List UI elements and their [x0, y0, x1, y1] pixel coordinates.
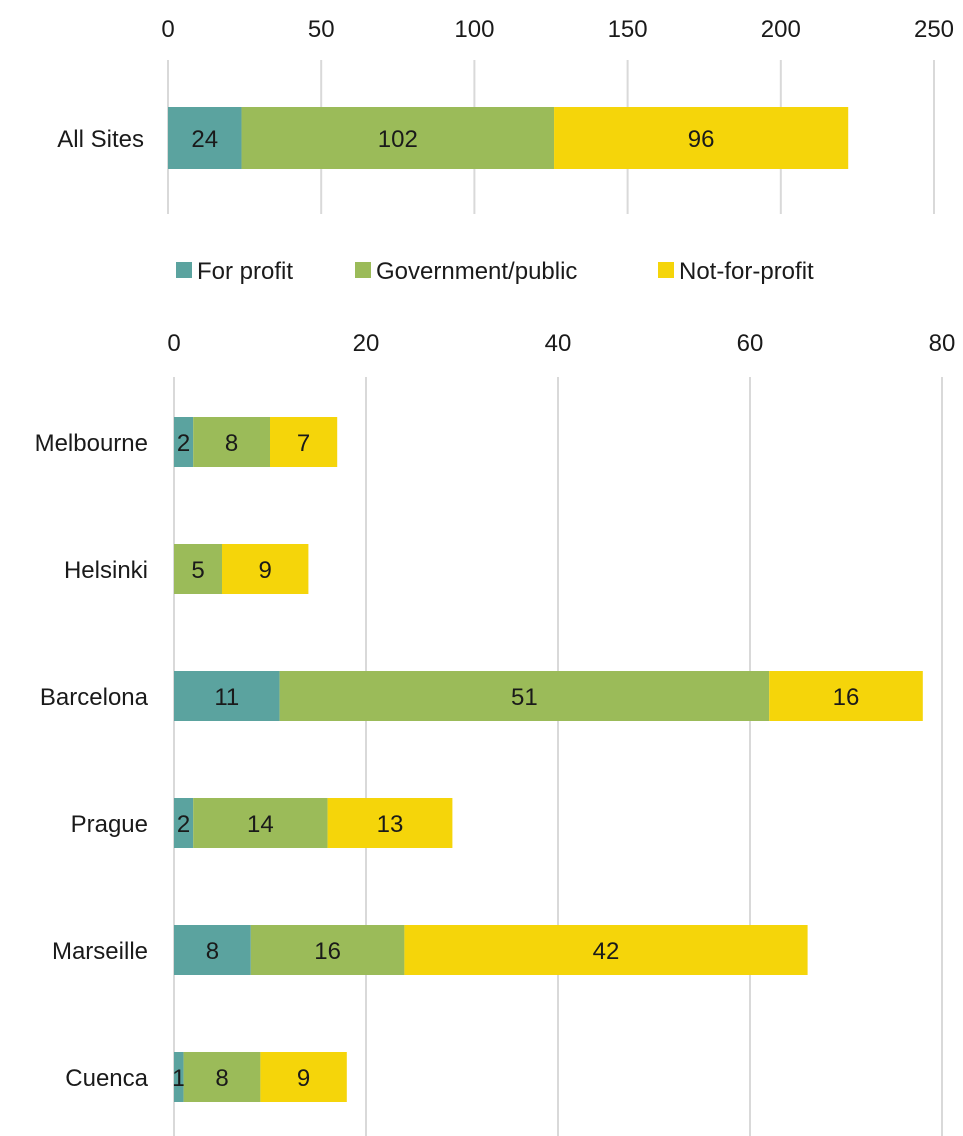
legend: For profit Government/public Not-for-profi… [176, 258, 814, 285]
data-label: 8 [225, 430, 238, 457]
data-label: 9 [297, 1065, 310, 1092]
data-label: 42 [593, 938, 620, 965]
legend-swatch [658, 262, 674, 278]
x-tick-label: 60 [737, 330, 764, 357]
category-label: Melbourne [35, 430, 148, 457]
bar-government-public [193, 417, 270, 467]
data-label: 2 [177, 430, 190, 457]
bar-not-for-profit [222, 544, 309, 594]
data-label: 11 [214, 684, 239, 711]
data-label: 102 [378, 126, 418, 153]
data-label: 16 [833, 684, 860, 711]
data-label: 8 [206, 938, 219, 965]
bar-not-for-profit [327, 798, 453, 848]
bar-government-public [250, 925, 405, 975]
legend-swatch [176, 262, 192, 278]
bar-for-profit [174, 798, 194, 848]
data-label: 96 [688, 126, 715, 153]
data-label: 7 [297, 430, 310, 457]
category-label: Barcelona [40, 684, 149, 711]
data-label: 24 [191, 126, 218, 153]
data-label: 5 [191, 557, 204, 584]
data-label: 8 [215, 1065, 228, 1092]
bar-for-profit [174, 925, 251, 975]
legend-label: For profit [197, 258, 293, 285]
data-label: 1 [172, 1065, 185, 1092]
bar-government-public [279, 671, 770, 721]
data-label: 51 [511, 684, 538, 711]
bar-for-profit [174, 671, 280, 721]
bar-government-public [183, 1052, 261, 1102]
x-tick-label: 50 [308, 16, 335, 43]
data-label: 9 [259, 557, 272, 584]
data-label: 13 [377, 811, 404, 838]
bar-for-profit [174, 1052, 184, 1102]
x-tick-label: 250 [914, 16, 954, 43]
bar-for-profit [168, 107, 242, 169]
bar-not-for-profit [554, 107, 849, 169]
category-label: Helsinki [64, 557, 148, 584]
bar-government-public [193, 798, 328, 848]
bar-not-for-profit [769, 671, 923, 721]
data-label: 16 [314, 938, 341, 965]
bar-for-profit [174, 417, 194, 467]
category-label: All Sites [57, 126, 144, 153]
legend-swatch [355, 262, 371, 278]
x-tick-label: 0 [167, 330, 180, 357]
legend-label: Government/public [376, 258, 577, 285]
bar-government-public [174, 544, 222, 594]
x-tick-label: 40 [545, 330, 572, 357]
data-label: 14 [247, 811, 274, 838]
category-label: Marseille [52, 938, 148, 965]
x-tick-label: 100 [454, 16, 494, 43]
bar-not-for-profit [270, 417, 338, 467]
bar-not-for-profit [404, 925, 808, 975]
category-label: Cuenca [65, 1065, 148, 1092]
x-tick-label: 150 [608, 16, 648, 43]
all-sites-chart: 0 50 100 150 200 250 All Sites 24 102 96 [57, 16, 954, 214]
x-tick-label: 80 [929, 330, 956, 357]
x-tick-label: 20 [353, 330, 380, 357]
category-label: Prague [71, 811, 148, 838]
city-chart: 0 20 40 60 80 Melbourne 2 8 7 Helsinki 5 9 Barcelona… [35, 330, 956, 1136]
x-tick-label: 200 [761, 16, 801, 43]
bar-government-public [241, 107, 555, 169]
x-tick-label: 0 [161, 16, 174, 43]
legend-label: Not-for-profit [679, 258, 814, 285]
bar-not-for-profit [260, 1052, 347, 1102]
data-label: 2 [177, 811, 190, 838]
